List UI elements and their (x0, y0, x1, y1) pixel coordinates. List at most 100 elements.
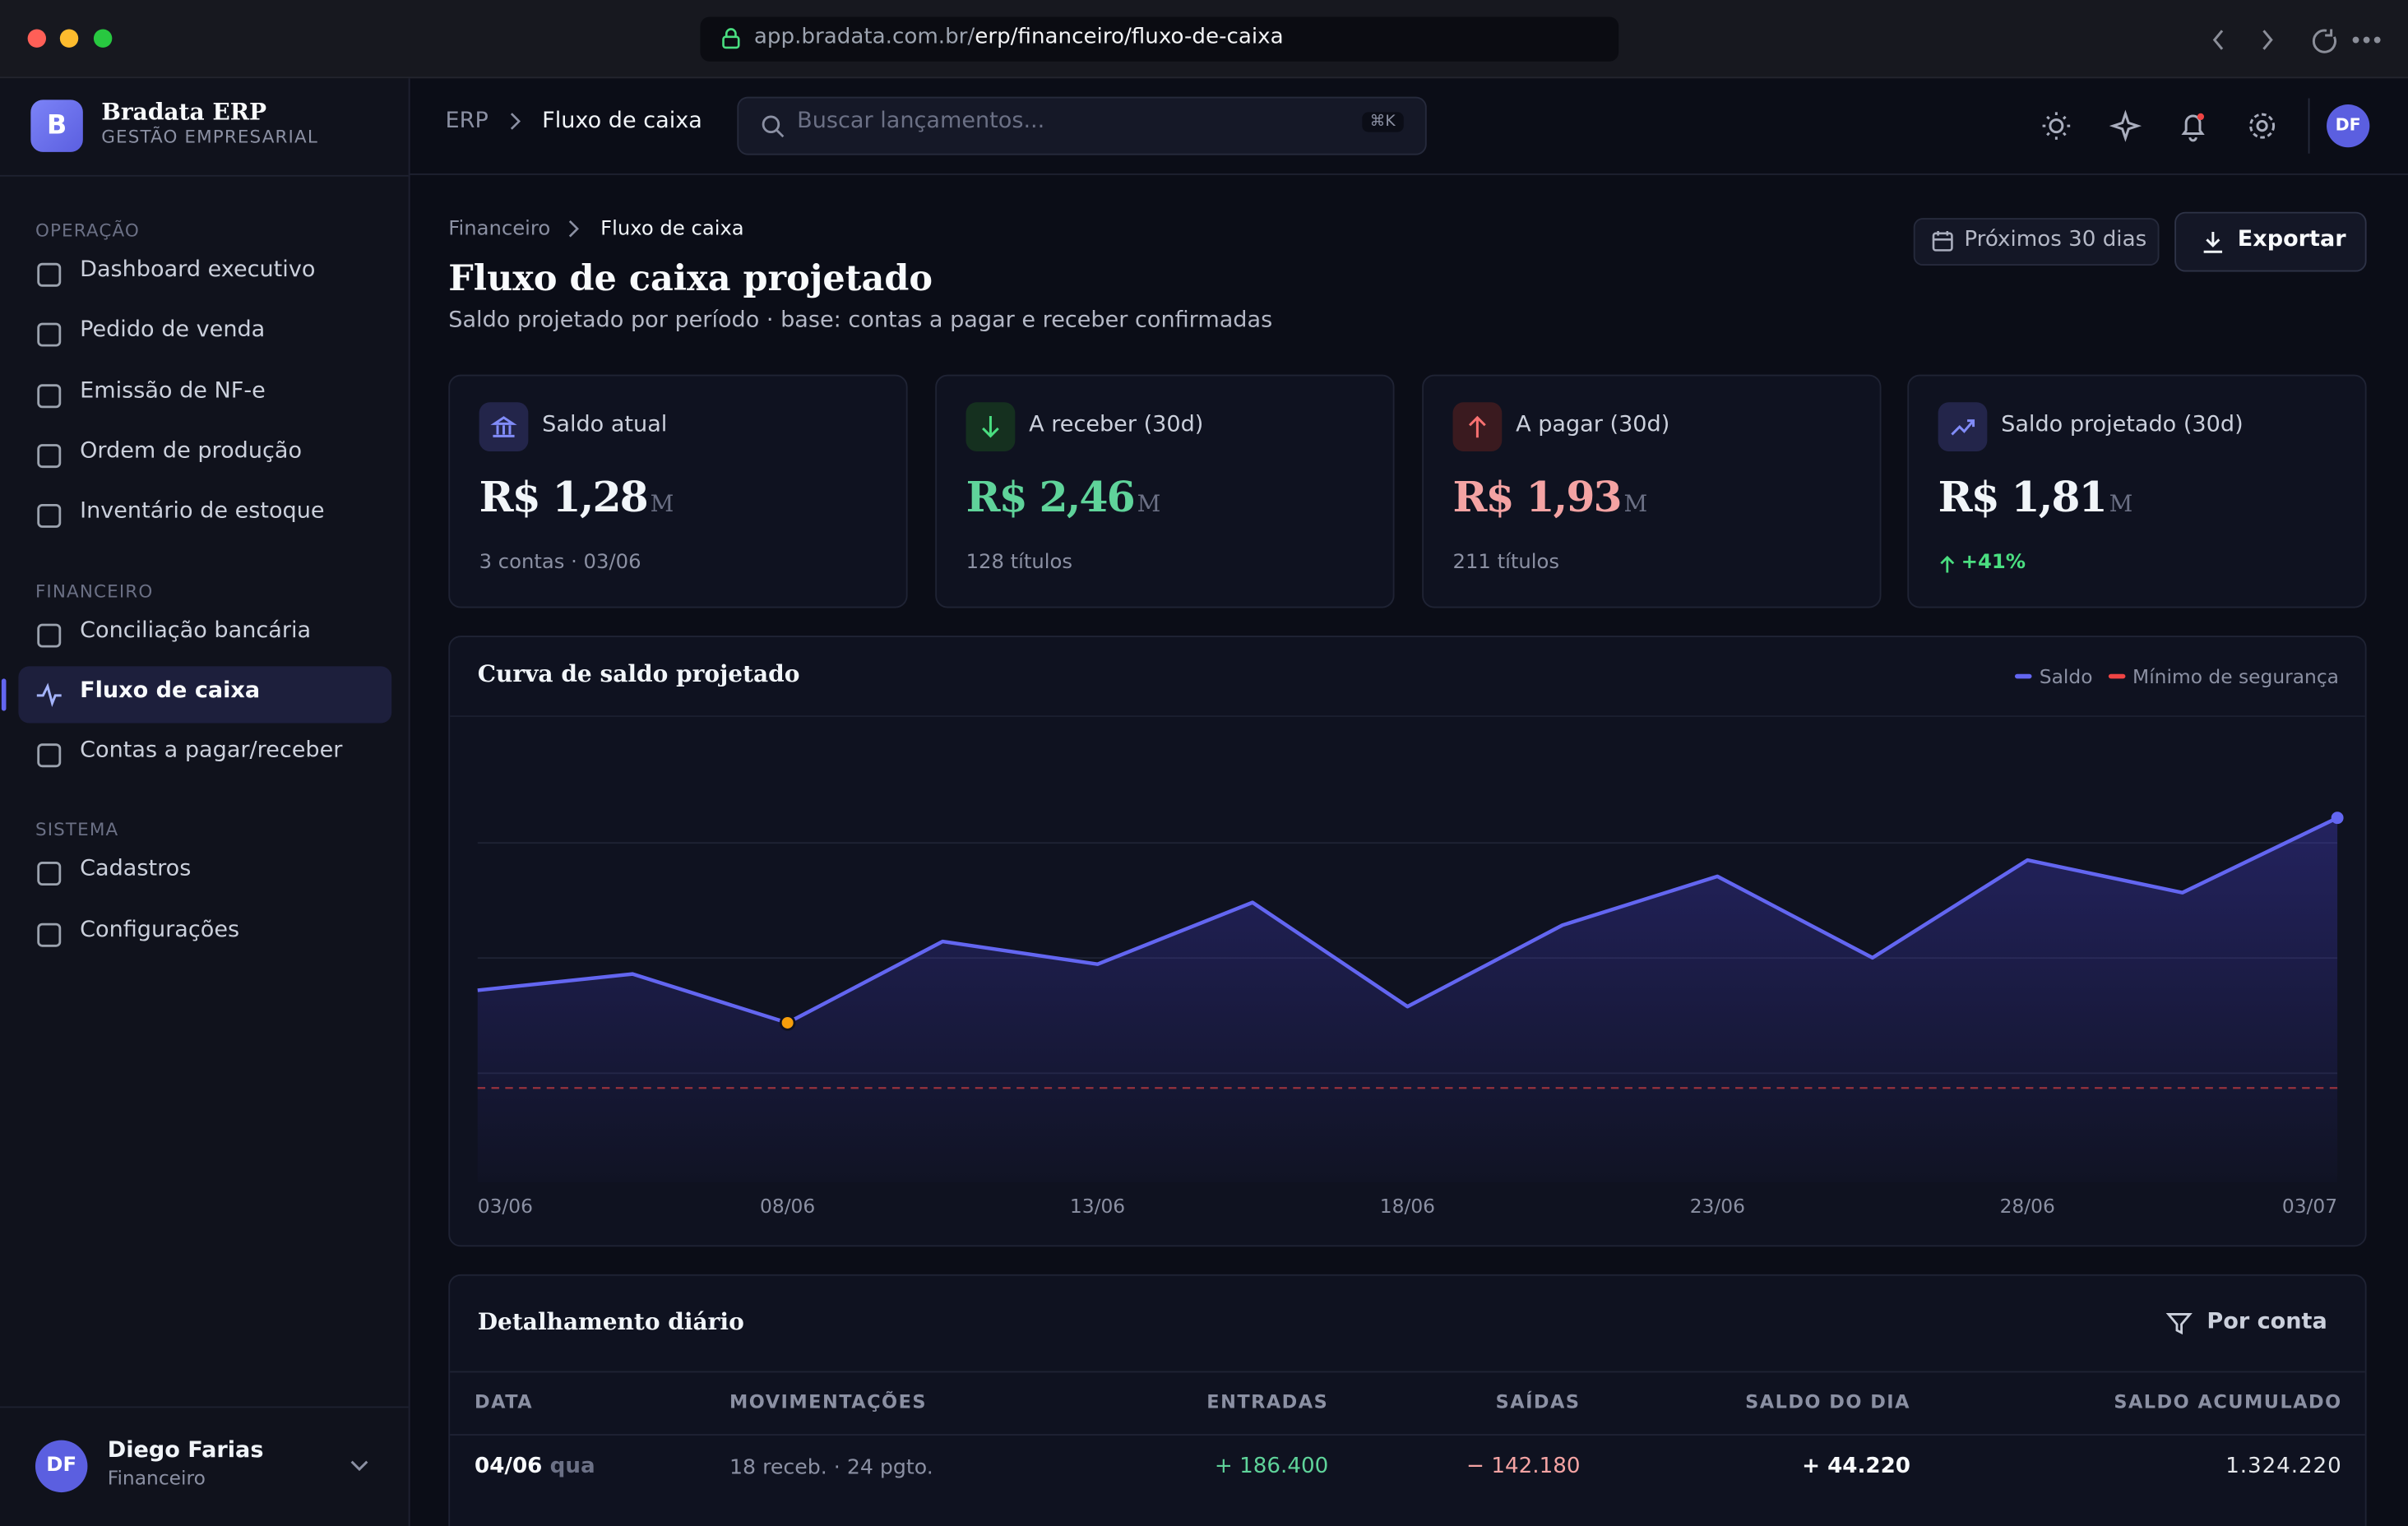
nav-item[interactable]: Fluxo de caixa (80, 677, 261, 703)
topbar-crumb: Fluxo de caixa (542, 109, 702, 134)
legend-item[interactable]: Mínimo de segurança (2108, 665, 2339, 688)
legend-label: Mínimo de segurança (2132, 664, 2339, 688)
kpi-unit: M (2109, 489, 2133, 518)
url: app.bradata.com.br/erp/financeiro/fluxo-… (754, 25, 1284, 49)
nav-icon-shape (37, 743, 62, 768)
column-header: SALDO ACUMULADO (2114, 1390, 2342, 1413)
page-crumb: Fluxo de caixa (600, 218, 744, 242)
legend: Saldo Mínimo de segurança (2014, 665, 2339, 688)
nav-section-title: SISTEMA (35, 819, 119, 841)
end-point (2331, 812, 2344, 825)
kpi-label: Saldo atual (542, 413, 668, 438)
nav-icon (37, 383, 62, 408)
topbar-icons[interactable] (2036, 108, 2297, 145)
legend-item[interactable]: Saldo (2014, 665, 2092, 688)
filter-icon[interactable] (2165, 1310, 2193, 1338)
nav-icon (37, 923, 62, 947)
nav-icon (36, 682, 62, 707)
nav-item[interactable]: Configurações (80, 918, 240, 942)
period-button[interactable] (1913, 218, 2160, 266)
calendar-icon (1932, 231, 1953, 252)
nav-item[interactable]: Cadastros (80, 857, 192, 882)
topbar-crumb[interactable]: ERP (445, 109, 489, 134)
chart-title: Curva de saldo projetado (477, 659, 800, 688)
column-header: DATA (475, 1390, 534, 1413)
cell-date: 04/06 qua (475, 1454, 595, 1478)
x-tick-label: 13/06 (1070, 1195, 1125, 1218)
x-tick-label: 08/06 (760, 1195, 815, 1218)
divider (2308, 98, 2310, 154)
nav-item[interactable]: Inventário de estoque (80, 499, 325, 525)
min-point (779, 1015, 796, 1031)
browser-actions[interactable] (2199, 21, 2391, 58)
nav-icon (37, 443, 62, 468)
period-label: Próximos 30 dias (1964, 227, 2147, 252)
nav-icon-shape (37, 862, 62, 886)
user-avatar[interactable]: DF (35, 1440, 88, 1493)
column-header: SALDO DO DIA (1745, 1390, 1910, 1413)
shortcut-hint: ⌘K (1362, 112, 1403, 132)
brand-name: Bradata ERP (101, 98, 267, 127)
divider (0, 1406, 409, 1408)
brand-logo: B (30, 99, 83, 152)
user-menu-chevron[interactable] (347, 1455, 372, 1477)
page-crumb[interactable]: Financeiro (448, 218, 551, 242)
nav-item[interactable]: Pedido de venda (80, 318, 266, 343)
export-label: Exportar (2237, 227, 2346, 252)
column-header: SAÍDAS (1495, 1390, 1581, 1413)
legend-swatch (2014, 673, 2032, 679)
topbar-avatar[interactable]: DF (2327, 104, 2370, 148)
search-box[interactable] (737, 96, 1427, 155)
kpi-icon-glyph (490, 416, 517, 437)
kpi-note: 3 contas · 03/06 (479, 551, 641, 575)
window-controls (27, 29, 113, 48)
cell-inflow: + 186.400 (1214, 1454, 1329, 1479)
divider (450, 715, 2365, 718)
nav-icon (37, 262, 62, 287)
kpi-value: R$ 1,93 M (1453, 474, 1648, 522)
kpi-unit: M (1137, 489, 1161, 518)
export-button[interactable] (2174, 211, 2367, 272)
address-bar[interactable] (700, 16, 1619, 62)
lock-icon (722, 28, 740, 49)
kpi-label: A pagar (30d) (1516, 413, 1670, 438)
nav-active-bg (18, 666, 392, 724)
search-icon (762, 115, 785, 138)
kpi-note: 211 títulos (1452, 551, 1560, 575)
trend-arrow (1940, 555, 1955, 573)
nav-item[interactable]: Contas a pagar/receber (80, 738, 343, 764)
filter-label[interactable]: Por conta (2207, 1309, 2327, 1334)
area (477, 817, 2338, 1182)
kpi-icon (966, 402, 1016, 452)
kpi-icon-path (490, 416, 517, 437)
kpi-amount: R$ 2,46 (966, 474, 1136, 522)
kpi-label: A receber (30d) (1029, 413, 1204, 438)
cell-day-balance: + 44.220 (1802, 1454, 1910, 1479)
nav-icon (37, 622, 62, 647)
date: 04/06 (475, 1454, 543, 1479)
column-header: MOVIMENTAÇÕES (729, 1390, 928, 1413)
nav-item[interactable]: Emissão de NF-e (80, 378, 266, 404)
legend-swatch (2108, 673, 2125, 679)
cell-movements: 18 receb. · 24 pgto. (729, 1455, 933, 1481)
user-role: Financeiro (107, 1466, 206, 1490)
search-placeholder: Buscar lançamentos... (797, 109, 1045, 134)
chart: 03/06 08/06 13/06 18/06 23/06 28/06 03/07 (477, 812, 2344, 1218)
kpi-value: R$ 2,46 M (966, 474, 1161, 522)
nav-icon (37, 862, 62, 886)
nav-item[interactable]: Ordem de produção (80, 438, 303, 464)
kpi-icon-path (1951, 419, 1975, 436)
nav-item[interactable]: Dashboard executivo (80, 257, 316, 283)
nav-icon-shape (37, 504, 62, 529)
nav-icon-shape (37, 262, 62, 287)
sidebar (0, 78, 410, 1526)
column-header: ENTRADAS (1206, 1390, 1329, 1413)
nav-icon (37, 504, 62, 529)
cell-outflow: − 142.180 (1466, 1454, 1581, 1479)
kpi-icon-glyph (982, 416, 999, 438)
kpi-unit: M (650, 489, 674, 518)
nav-icon-shape (37, 443, 62, 468)
nav-item[interactable]: Conciliação bancária (80, 617, 312, 643)
user-name: Diego Farias (107, 1438, 264, 1464)
